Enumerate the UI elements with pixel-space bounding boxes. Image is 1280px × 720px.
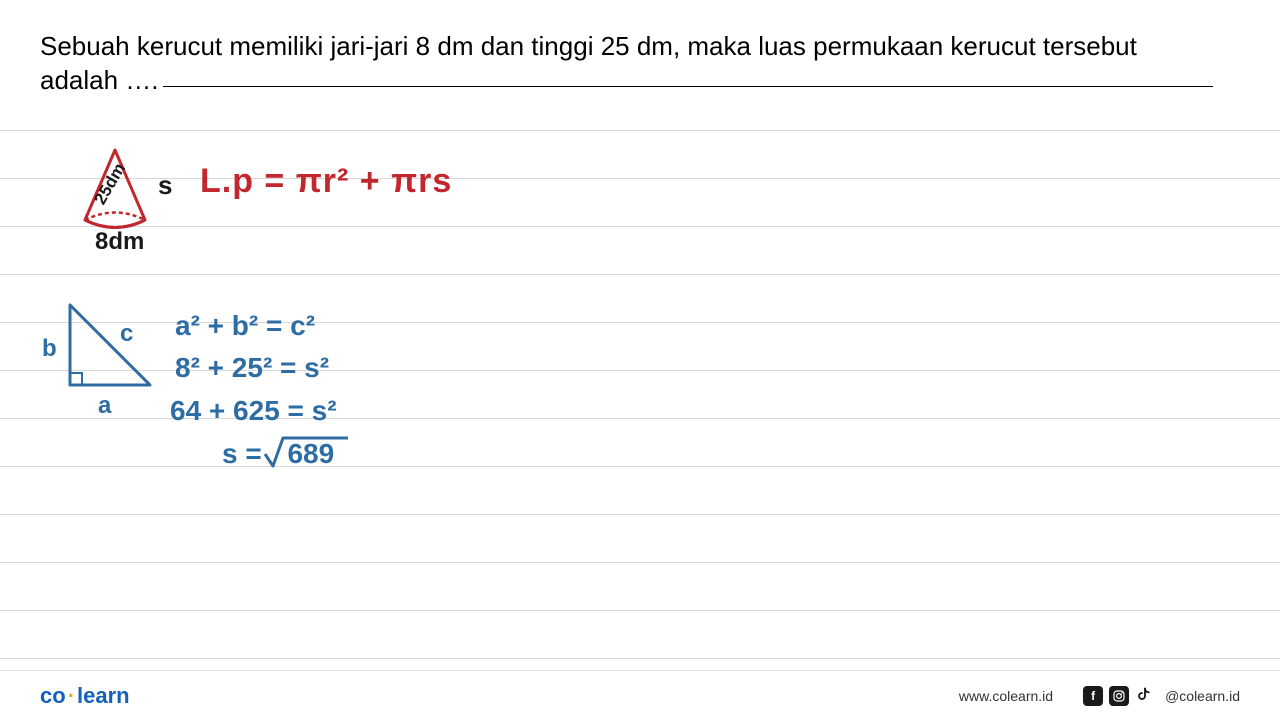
- work-line-3: 64 + 625 = s²: [170, 395, 337, 427]
- instagram-icon: [1109, 686, 1129, 706]
- work-line-4: s = 689: [222, 438, 334, 470]
- brand-co: co: [40, 683, 66, 708]
- handwriting-layer: 25dm s 8dm L.p = πr² + πrs b c a a² + b²…: [0, 120, 1280, 670]
- work-line-1: a² + b² = c²: [175, 310, 315, 342]
- question-line1: Sebuah kerucut memiliki jari-jari 8 dm d…: [40, 31, 1137, 61]
- facebook-icon: f: [1083, 686, 1103, 706]
- surface-area-formula: L.p = πr² + πrs: [200, 162, 452, 201]
- answer-underline: [163, 86, 1213, 87]
- question-text: Sebuah kerucut memiliki jari-jari 8 dm d…: [40, 30, 1240, 98]
- brand-learn: learn: [77, 683, 130, 708]
- social-handle: @colearn.id: [1165, 688, 1240, 704]
- work-line-2: 8² + 25² = s²: [175, 352, 329, 384]
- question-line2: adalah ….: [40, 64, 159, 98]
- tiktok-icon: [1135, 686, 1155, 706]
- cone-slant-label: s: [158, 170, 172, 201]
- footer-url: www.colearn.id: [959, 688, 1053, 704]
- brand-dot: ·: [68, 683, 75, 708]
- triangle-label-b: b: [42, 335, 57, 363]
- brand-logo: co·learn: [40, 683, 130, 709]
- footer-bar: co·learn www.colearn.id f @colearn.id: [0, 670, 1280, 720]
- triangle-label-c: c: [120, 320, 133, 348]
- triangle-label-a: a: [98, 392, 111, 420]
- cone-radius-label: 8dm: [95, 228, 144, 256]
- work-line-4-prefix: s =: [222, 438, 269, 469]
- right-triangle-diagram: [50, 295, 170, 405]
- social-icons: f @colearn.id: [1083, 686, 1240, 706]
- footer-right: www.colearn.id f @colearn.id: [959, 686, 1240, 706]
